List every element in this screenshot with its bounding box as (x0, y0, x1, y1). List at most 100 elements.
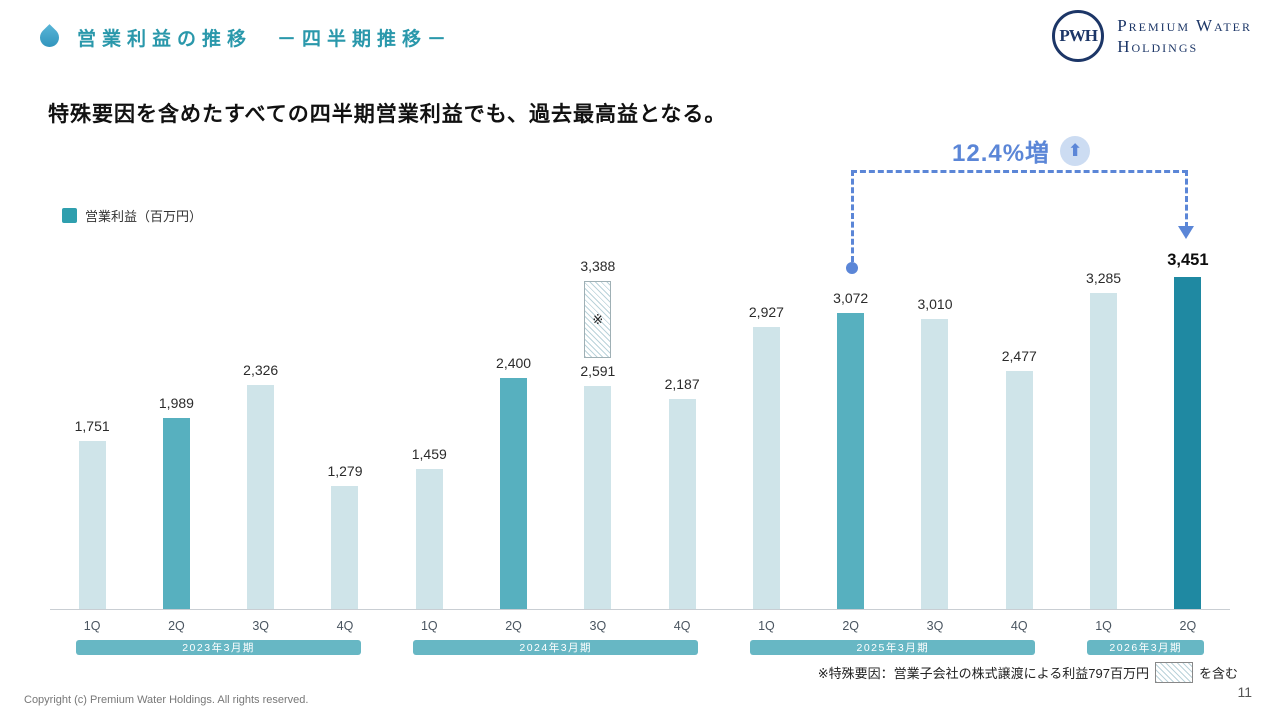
quarter-label: 2Q (842, 619, 860, 633)
bar-value-label: 2,187 (664, 376, 700, 392)
bar-rect (752, 327, 780, 609)
quarter-label: 3Q (252, 619, 270, 633)
quarter-label: 2Q (505, 619, 522, 633)
legend-swatch-icon (62, 208, 77, 223)
copyright: Copyright (c) Premium Water Holdings. Al… (24, 694, 309, 706)
bars-row: 1,751 1,989 2,326 1,279 (50, 238, 388, 610)
bar-value-label: 2,400 (496, 355, 532, 371)
quarter-labels: 1Q 2Q 3Q 4Q (50, 610, 387, 640)
bar-rect (78, 441, 106, 609)
bar-rect (331, 486, 359, 609)
water-drop-icon (36, 24, 63, 51)
up-arrow-icon: ⬆ (1060, 135, 1091, 166)
bar-rect (247, 385, 275, 609)
chart-group: 2,927 3,072 3,010 2,477 1Q 2Q 3Q 4Q 2025年3月期 (724, 238, 1062, 655)
bar-2025年3月期-4Q: 2,477 (977, 348, 1061, 609)
bar-2024年3月期-1Q: 1,459 (387, 446, 471, 609)
quarter-label: 1Q (1095, 619, 1112, 633)
bar-2023年3月期-3Q: 2,326 (219, 362, 303, 609)
bar-2023年3月期-1Q: 1,751 (50, 418, 134, 609)
quarter-label: 4Q (336, 619, 354, 633)
logo-line1: Premium Water (1117, 15, 1252, 35)
quarter-label: 2Q (168, 619, 185, 633)
bar-2025年3月期-2Q: 3,072 (809, 290, 893, 609)
bar-value-label: 3,388 (580, 258, 616, 274)
footnote-prefix: ※特殊要因：営業子会社の株式譲渡による利益797百万円 (817, 666, 1149, 681)
chart-group: 1,459 2,400 3,388 ※ 2,591 2,187 1Q 2Q 3Q 4Q 2024年3… (387, 238, 725, 655)
quarter-label: 3Q (589, 619, 607, 633)
bars-row: 2,927 3,072 3,010 2,477 (724, 238, 1062, 610)
logo-line2: Holdings (1117, 37, 1199, 56)
year-band: 2023年3月期 (76, 640, 362, 655)
bar-2026年3月期-2Q: 3,451 (1146, 251, 1230, 609)
bar-value-label: 1,459 (411, 446, 447, 462)
growth-annotation-text: 12.4%増 (952, 140, 1051, 167)
quarter-labels: 1Q 2Q (1061, 610, 1230, 640)
bar-value-label: 1,279 (327, 463, 363, 479)
headline: 特殊要因を含めたすべての四半期営業利益でも、過去最高益となる。 (48, 103, 727, 126)
hatch-swatch-icon (1154, 662, 1193, 683)
annotation-dot (846, 262, 858, 274)
hatched-segment: ※ (584, 281, 612, 358)
bar-rect (1005, 371, 1033, 609)
slide-title: 営業利益の推移 －四半期推移－ (77, 29, 453, 50)
footnote: ※特殊要因：営業子会社の株式譲渡による利益797百万円 を含む (818, 662, 1238, 683)
bar-2024年3月期-3Q: 3,388 ※ 2,591 (556, 258, 640, 609)
bar-2024年3月期-2Q: 2,400 (471, 355, 555, 609)
chart-group: 1,751 1,989 2,326 1,279 1Q 2Q 3Q 4Q 2023年3月期 (50, 238, 388, 655)
bar-2023年3月期-4Q: 1,279 (303, 463, 387, 609)
chart-legend: 営業利益（百万円） (62, 206, 202, 225)
bar-value-label: 3,010 (917, 296, 953, 312)
bar-rect (668, 399, 696, 609)
bar-2023年3月期-2Q: 1,989 (134, 395, 218, 609)
bar-chart: 1,751 1,989 2,326 1,279 1Q 2Q 3Q 4Q 2023年3月期 1,45… (50, 238, 1230, 655)
slide-header: 営業利益の推移 －四半期推移－ (36, 24, 453, 51)
year-band: 2026年3月期 (1087, 640, 1204, 655)
bar-rect (584, 386, 612, 609)
logo-text: Premium Water Holdings (1117, 15, 1252, 58)
bar-value-label: 3,451 (1167, 251, 1209, 269)
logo-monogram-icon: PWH (1052, 10, 1105, 62)
quarter-labels: 1Q 2Q 3Q 4Q (724, 610, 1061, 640)
bar-rect (1174, 277, 1202, 609)
bars-row: 3,285 3,451 (1061, 238, 1230, 610)
page-number: 11 (1237, 684, 1252, 700)
bar-2024年3月期-4Q: 2,187 (640, 376, 724, 609)
company-logo: PWH Premium Water Holdings (1052, 10, 1252, 62)
bar-2025年3月期-3Q: 3,010 (893, 296, 977, 609)
quarter-label: 4Q (673, 619, 691, 633)
year-band: 2024年3月期 (413, 640, 699, 655)
bar-rect (500, 378, 528, 609)
bar-2025年3月期-1Q: 2,927 (724, 304, 808, 609)
bar-value-label: 1,989 (158, 395, 194, 411)
bars-row: 1,459 2,400 3,388 ※ 2,591 2,187 (387, 238, 725, 610)
bar-rect (162, 418, 190, 609)
quarter-label: 4Q (1010, 619, 1028, 633)
bar-value-label: 2,927 (748, 304, 784, 320)
footnote-suffix: を含む (1198, 666, 1238, 681)
quarter-label: 1Q (83, 619, 101, 633)
bar-value-label: 2,326 (243, 362, 279, 378)
legend-label: 営業利益（百万円） (85, 209, 203, 224)
annotation-arrowhead-icon (1178, 226, 1194, 239)
bar-value-label: 1,751 (74, 418, 110, 434)
year-band: 2025年3月期 (750, 640, 1036, 655)
quarter-label: 1Q (758, 619, 775, 633)
bar-rect (921, 319, 949, 609)
bar-rect (1090, 293, 1118, 609)
quarter-label: 2Q (1179, 619, 1197, 633)
annotation-dashed-line-right (1185, 170, 1188, 228)
annotation-dashed-line-left (851, 170, 854, 262)
bar-value-label: 2,477 (1001, 348, 1037, 364)
bar-value-label: 2,591 (580, 363, 616, 379)
annotation-dashed-line-top (851, 170, 1188, 173)
bar-value-label: 3,072 (833, 290, 869, 306)
quarter-label: 1Q (420, 619, 438, 633)
growth-annotation: 12.4%増 ⬆ (952, 133, 1091, 168)
chart-group: 3,285 3,451 1Q 2Q 2026年3月期 (1061, 238, 1230, 655)
bar-rect (837, 313, 865, 609)
bar-rect (415, 469, 443, 609)
quarter-label: 3Q (926, 619, 944, 633)
bar-2026年3月期-1Q: 3,285 (1061, 270, 1145, 609)
